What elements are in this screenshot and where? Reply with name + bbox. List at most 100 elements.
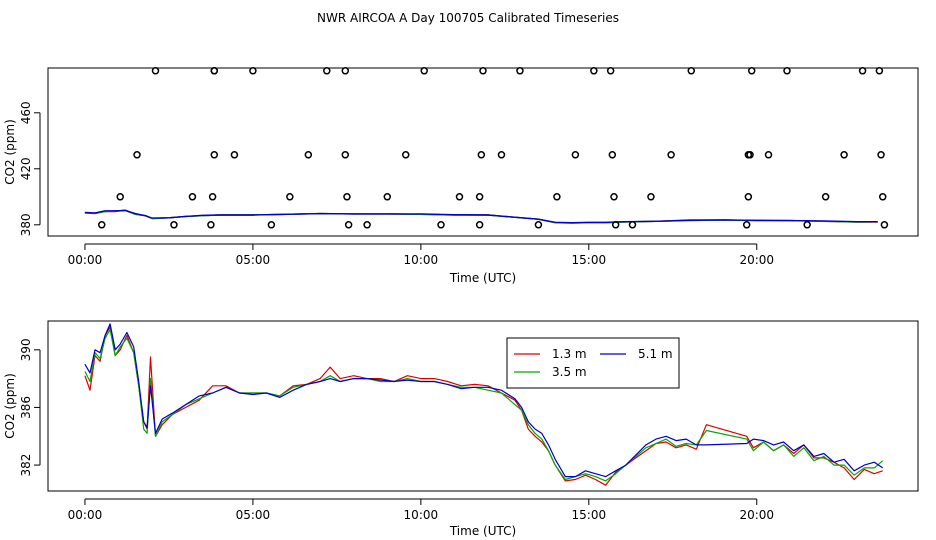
bottom-series-group xyxy=(84,323,884,486)
bottom-y-axis: 382 386 390 xyxy=(19,338,41,477)
calibration-point xyxy=(210,151,219,159)
calibration-point xyxy=(746,151,754,159)
calibration-point xyxy=(553,193,561,201)
calibration-point xyxy=(363,221,371,229)
calibration-point xyxy=(764,151,773,159)
calibration-point xyxy=(877,151,885,159)
calibration-point xyxy=(344,221,353,229)
top-x-axis: 00:00 05:00 10:00 15:00 20:00 xyxy=(68,243,774,267)
calibration-point xyxy=(667,151,675,159)
series-line-blue xyxy=(84,323,884,478)
x-tick-label: 00:00 xyxy=(68,508,103,522)
bottom-plot-frame xyxy=(47,320,919,492)
legend-box xyxy=(506,337,680,389)
calibration-point xyxy=(647,193,655,201)
calibration-point xyxy=(590,67,598,75)
calibration-point xyxy=(880,221,889,229)
calibration-point xyxy=(475,193,484,201)
top-x-axis-label: Time (UTC) xyxy=(449,271,516,285)
calibration-point xyxy=(341,151,350,159)
calibration-point xyxy=(475,221,484,229)
top-series-group xyxy=(84,209,878,224)
x-tick-label: 00:00 xyxy=(68,253,103,267)
calibration-point xyxy=(188,193,197,201)
calibration-point xyxy=(420,67,428,75)
calibration-point xyxy=(249,67,257,75)
calibration-point xyxy=(742,221,751,229)
calibration-point xyxy=(875,67,884,75)
calibration-point xyxy=(477,151,486,159)
bottom-y-axis-label: CO2 (ppm) xyxy=(3,373,17,439)
x-tick-label: 05:00 xyxy=(236,253,271,267)
calibration-point xyxy=(744,193,753,201)
calibration-point xyxy=(207,221,215,229)
calibration-point xyxy=(208,193,217,201)
calibration-point xyxy=(210,67,219,75)
calibration-point xyxy=(170,221,178,229)
calibration-point xyxy=(97,221,106,229)
top-panel: 00:00 05:00 10:00 15:00 20:00 380 420 460 Time… xyxy=(3,67,919,285)
calibration-point xyxy=(230,151,239,159)
x-tick-label: 05:00 xyxy=(236,508,271,522)
calibration-point xyxy=(401,151,410,159)
x-tick-label: 15:00 xyxy=(572,253,607,267)
calibration-point xyxy=(497,151,506,159)
bottom-panel: 00:00 05:00 10:00 15:00 20:00 382 386 390 Time… xyxy=(3,320,919,538)
series-line-green xyxy=(84,329,884,482)
calibration-point xyxy=(343,193,351,201)
calibration-point xyxy=(628,221,637,229)
calibration-point xyxy=(516,67,524,75)
y-tick-label: 390 xyxy=(19,338,33,361)
calibration-point xyxy=(534,221,543,229)
x-tick-label: 15:00 xyxy=(572,508,607,522)
series-line-red xyxy=(84,326,883,486)
legend-label-5-1m: 5.1 m xyxy=(638,347,673,361)
top-y-axis: 380 420 460 xyxy=(19,101,41,236)
legend: 1.3 m 3.5 m 5.1 m xyxy=(506,337,680,389)
calibration-point xyxy=(571,151,580,159)
legend-label-3-5m: 3.5 m xyxy=(552,365,587,379)
calibration-point xyxy=(479,67,487,75)
y-tick-label: 460 xyxy=(19,101,33,124)
calibration-point xyxy=(858,67,867,75)
x-tick-label: 20:00 xyxy=(739,508,774,522)
top-calibration-points xyxy=(97,67,889,229)
calibration-point xyxy=(116,193,124,201)
calibration-point xyxy=(133,151,141,159)
calibration-point xyxy=(323,67,331,75)
x-tick-label: 20:00 xyxy=(739,253,774,267)
calibration-point xyxy=(821,193,830,201)
calibration-point xyxy=(783,67,791,75)
calibration-point xyxy=(455,193,464,201)
calibration-point xyxy=(383,193,392,201)
calibration-point xyxy=(840,151,848,159)
calibration-point xyxy=(286,193,294,201)
series-line-blue xyxy=(84,209,878,224)
calibration-point xyxy=(341,67,350,75)
x-tick-label: 10:00 xyxy=(404,508,439,522)
calibration-point xyxy=(304,151,313,159)
calibration-point xyxy=(606,67,615,75)
bottom-x-axis: 00:00 05:00 10:00 15:00 20:00 xyxy=(68,498,774,522)
calibration-point xyxy=(610,193,618,201)
y-tick-label: 382 xyxy=(19,454,33,477)
calibration-point xyxy=(611,221,620,229)
page-title: NWR AIRCOA A Day 100705 Calibrated Times… xyxy=(317,11,619,25)
top-y-axis-label: CO2 (ppm) xyxy=(3,119,17,185)
calibration-point xyxy=(437,221,445,229)
legend-label-1-3m: 1.3 m xyxy=(552,347,587,361)
calibration-point xyxy=(608,151,617,159)
y-tick-label: 420 xyxy=(19,157,33,180)
y-tick-label: 380 xyxy=(19,213,33,236)
y-tick-label: 386 xyxy=(19,396,33,419)
bottom-x-axis-label: Time (UTC) xyxy=(449,524,516,538)
calibration-point xyxy=(803,221,811,229)
calibration-point xyxy=(747,67,756,75)
calibration-point xyxy=(267,221,276,229)
x-tick-label: 10:00 xyxy=(404,253,439,267)
series-line-green xyxy=(84,209,878,224)
calibration-point xyxy=(878,193,887,201)
calibration-point xyxy=(687,67,696,75)
calibration-point xyxy=(151,67,160,75)
